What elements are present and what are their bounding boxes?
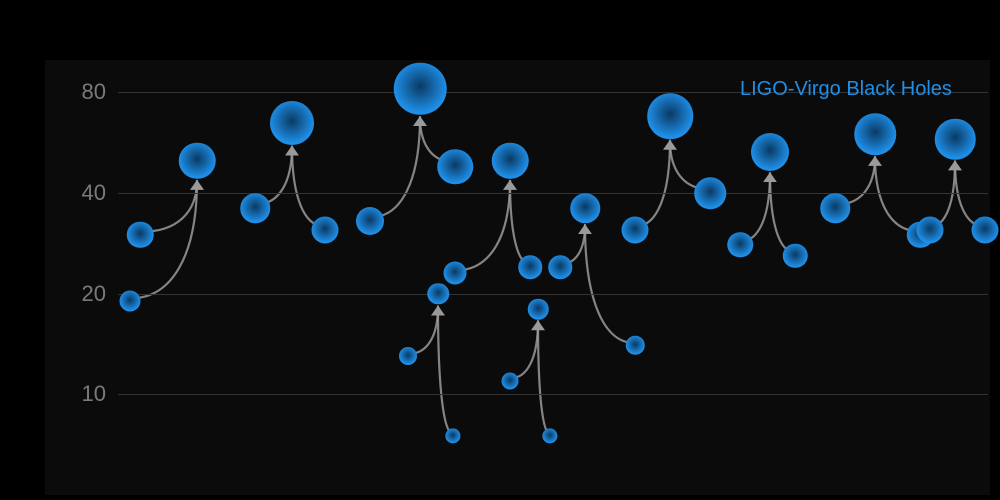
bh-secondary [783,243,808,268]
bh-final [394,63,447,116]
bh-final [935,119,976,160]
bh-final [492,142,529,179]
bh-final [570,194,600,224]
y-tick-label: 10 [58,381,106,407]
chart-panel [45,60,990,495]
bh-final [427,283,449,305]
bh-final [528,299,549,320]
bh-secondary [437,149,473,185]
y-tick-label: 80 [58,79,106,105]
bh-primary [240,194,270,224]
bh-final [751,133,789,171]
chart-title: LIGO-Virgo Black Holes [740,78,952,101]
bh-secondary [518,255,542,279]
bh-final [270,101,314,145]
gridline [118,394,988,395]
bh-final [854,113,896,155]
gridline [118,294,988,295]
bh-secondary [972,217,999,244]
bh-primary [820,194,850,224]
bh-primary [727,232,753,258]
bh-secondary [626,336,645,355]
bh-primary [622,217,649,244]
bh-secondary [120,291,141,312]
bh-primary [356,207,384,235]
bh-final [179,142,216,179]
bh-final [647,93,693,139]
bh-secondary [312,217,339,244]
bh-primary [444,262,467,285]
bh-primary [399,347,417,365]
bh-primary [548,255,572,279]
bh-primary [502,372,519,389]
y-tick-label: 40 [58,180,106,206]
y-tick-label: 20 [58,281,106,307]
bh-primary [127,222,154,249]
bh-secondary [694,177,726,209]
bh-primary [917,217,944,244]
